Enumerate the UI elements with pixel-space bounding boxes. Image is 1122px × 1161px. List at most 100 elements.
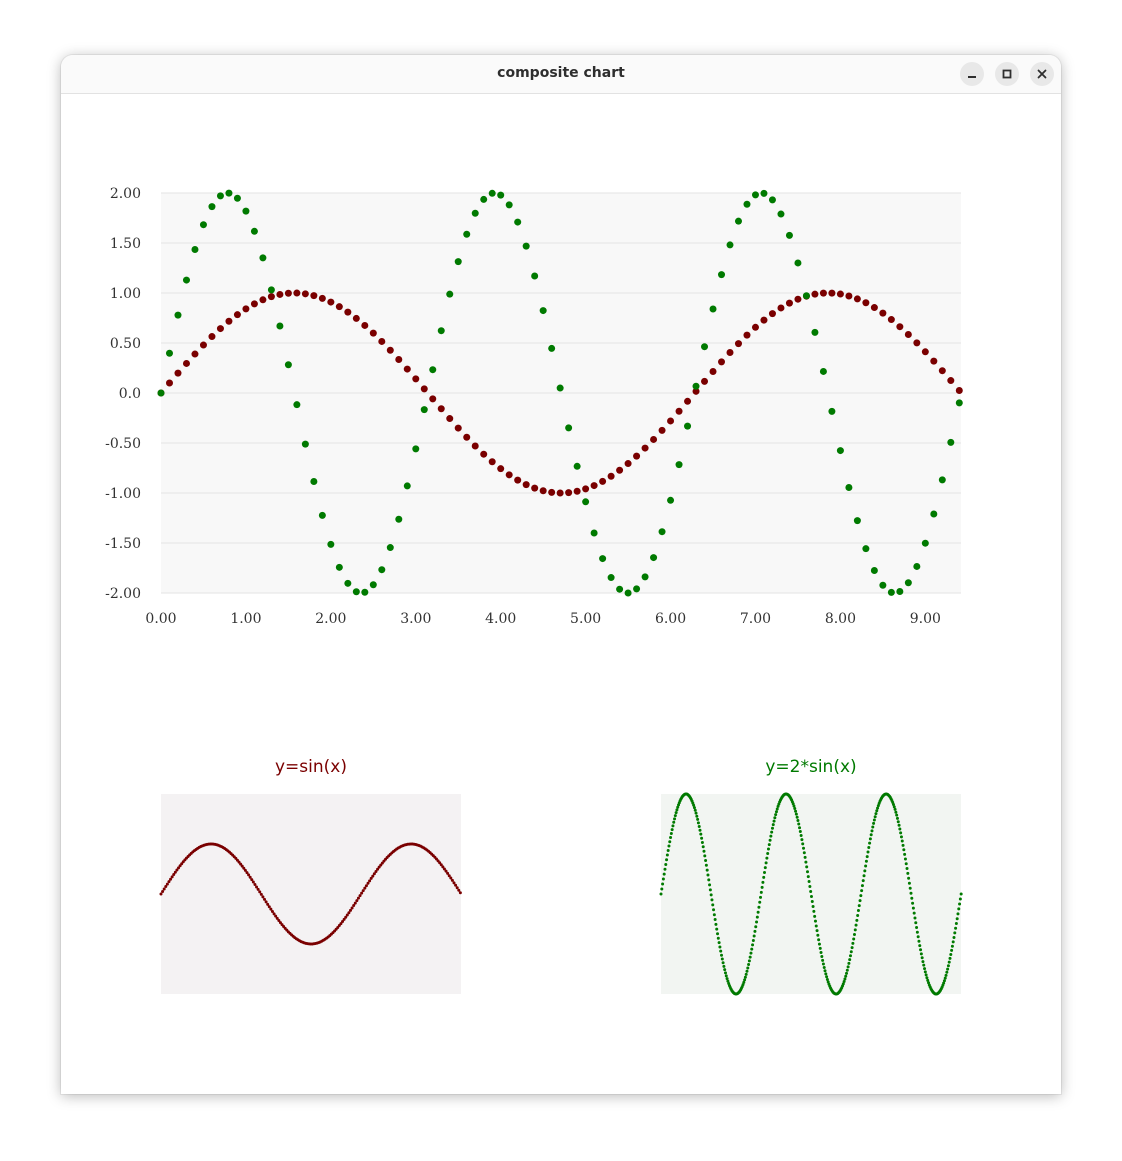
data-point-series-0	[310, 292, 318, 300]
data-point-series-0	[674, 811, 678, 815]
data-point-series-0	[694, 811, 698, 815]
data-point-series-0	[926, 978, 930, 982]
data-point-series-1	[556, 384, 564, 392]
data-point-series-0	[266, 902, 270, 906]
title-bar[interactable]: composite chart	[61, 55, 1061, 94]
y-tick-label: -1.50	[105, 536, 141, 552]
close-button[interactable]	[1030, 62, 1054, 86]
data-point-series-1	[284, 361, 292, 369]
data-point-series-0	[216, 325, 224, 333]
data-point-series-0	[669, 831, 673, 835]
data-point-series-0	[658, 426, 666, 434]
data-point-series-0	[864, 864, 868, 868]
data-point-series-0	[344, 915, 348, 919]
data-point-series-0	[821, 962, 825, 966]
data-point-series-0	[868, 841, 872, 845]
data-point-series-0	[805, 865, 809, 869]
data-point-series-0	[921, 960, 925, 964]
data-point-series-1	[378, 566, 386, 574]
data-point-series-0	[335, 303, 343, 311]
data-point-series-1	[870, 567, 878, 575]
maximize-button[interactable]	[995, 62, 1019, 86]
data-point-series-0	[860, 884, 864, 888]
y-tick-label: -2.00	[105, 586, 141, 602]
data-point-series-0	[247, 873, 251, 877]
data-point-series-0	[607, 472, 615, 480]
data-point-series-0	[724, 974, 728, 978]
data-point-series-0	[693, 808, 697, 812]
data-point-series-1	[751, 191, 759, 199]
data-point-series-0	[925, 976, 929, 980]
data-point-series-0	[301, 290, 309, 298]
data-point-series-0	[944, 973, 948, 977]
data-point-series-1	[395, 515, 403, 523]
data-point-series-1	[191, 246, 199, 254]
data-point-series-0	[852, 937, 856, 941]
data-point-series-0	[267, 293, 275, 301]
data-point-series-0	[379, 863, 383, 867]
data-point-series-0	[276, 290, 284, 298]
data-point-series-0	[386, 346, 394, 354]
data-point-series-0	[170, 875, 174, 879]
x-tick-label: 5.00	[570, 611, 601, 627]
data-point-series-1	[726, 241, 734, 249]
data-point-series-1	[845, 483, 853, 491]
data-point-series-0	[710, 898, 714, 902]
data-point-series-0	[454, 883, 458, 887]
data-point-series-1	[454, 258, 462, 266]
x-tick-label: 8.00	[825, 611, 856, 627]
data-point-series-0	[896, 323, 904, 331]
data-point-series-0	[633, 452, 641, 460]
maximize-icon	[1002, 69, 1012, 79]
data-point-series-0	[743, 331, 751, 339]
data-point-series-0	[862, 299, 870, 307]
data-point-series-1	[165, 349, 173, 357]
data-point-series-0	[665, 853, 669, 857]
data-point-series-0	[350, 906, 354, 910]
data-point-series-0	[743, 975, 747, 979]
data-point-series-1	[276, 322, 284, 330]
data-point-series-0	[713, 918, 717, 922]
data-point-series-0	[361, 889, 365, 893]
data-point-series-0	[277, 918, 281, 922]
data-point-series-0	[921, 348, 929, 356]
data-point-series-0	[173, 870, 177, 874]
data-point-series-0	[895, 816, 899, 820]
data-point-series-0	[763, 870, 766, 874]
data-point-series-0	[814, 924, 818, 928]
data-point-series-0	[848, 954, 852, 958]
data-point-series-1	[658, 528, 666, 536]
data-point-series-0	[446, 871, 450, 875]
data-point-series-0	[942, 979, 946, 983]
data-point-series-0	[818, 946, 822, 950]
data-point-series-1	[233, 194, 241, 202]
data-point-series-0	[374, 870, 378, 873]
data-point-series-1	[522, 242, 530, 250]
data-point-series-0	[378, 337, 386, 345]
data-point-series-0	[715, 927, 719, 931]
data-point-series-0	[908, 886, 912, 890]
data-point-series-0	[239, 862, 243, 866]
data-point-series-1	[429, 366, 437, 374]
data-point-series-0	[795, 815, 799, 819]
data-point-series-0	[846, 965, 850, 969]
data-point-series-0	[667, 417, 675, 425]
data-point-series-0	[776, 804, 780, 808]
data-point-series-1	[836, 447, 844, 455]
data-point-series-0	[269, 907, 273, 911]
data-point-series-0	[749, 951, 753, 955]
data-point-series-0	[892, 805, 896, 809]
data-point-series-0	[673, 814, 677, 818]
data-point-series-0	[758, 900, 762, 904]
data-point-series-1	[446, 290, 454, 298]
data-point-series-0	[922, 963, 926, 967]
data-point-series-0	[856, 909, 860, 913]
data-point-series-0	[860, 889, 864, 893]
data-point-series-0	[919, 952, 923, 956]
data-point-series-0	[706, 873, 710, 877]
minimize-button[interactable]	[960, 62, 984, 86]
data-point-series-0	[919, 948, 923, 952]
sin-chart-title: y=sin(x)	[275, 757, 347, 777]
data-point-series-0	[913, 916, 917, 920]
data-point-series-0	[753, 929, 757, 933]
